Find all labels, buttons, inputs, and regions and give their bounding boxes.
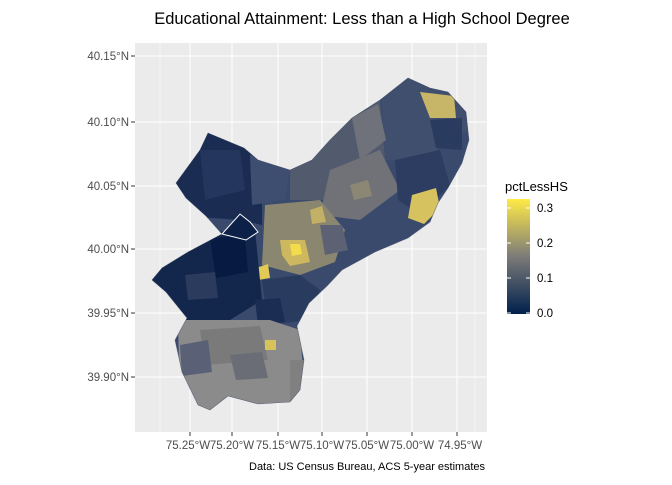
y-axis: 40.15°N 40.10°N 40.05°N 40.00°N 39.95°N …: [87, 51, 135, 384]
tract-region: [255, 298, 285, 326]
x-tick-label: 75.15°W: [256, 440, 300, 452]
tract-region: [290, 244, 302, 256]
x-tick-label: 74.95°W: [438, 440, 482, 452]
tract-region: [352, 104, 386, 160]
tract-region: [210, 236, 248, 278]
legend-label: 0.2: [537, 238, 553, 250]
tract-region: [320, 225, 348, 255]
y-tick-label: 39.90°N: [87, 372, 129, 384]
chart-title: Educational Attainment: Less than a High…: [154, 10, 570, 28]
y-tick-label: 40.10°N: [87, 117, 129, 129]
y-tick-label: 39.95°N: [87, 308, 129, 320]
tract-region: [408, 188, 440, 224]
tract-region: [430, 118, 462, 150]
highlighted-tract: [221, 213, 259, 241]
y-tick-label: 40.15°N: [87, 51, 129, 63]
legend-colorbar: [507, 199, 530, 314]
legend-title: pctLessHS: [505, 179, 568, 194]
tract-region: [265, 340, 276, 350]
legend-label: 0.1: [537, 273, 553, 285]
tract-region: [230, 352, 268, 380]
y-tick-label: 40.00°N: [87, 244, 129, 256]
caption: Data: US Census Bureau, ACS 5-year estim…: [249, 461, 485, 473]
color-legend: pctLessHS 0.3 0.2 0.1 0.0: [505, 179, 568, 320]
tract-region: [250, 155, 290, 205]
tract-region: [420, 92, 456, 118]
tract-region: [180, 340, 212, 376]
y-tick-label: 40.05°N: [87, 181, 129, 193]
x-tick-label: 75.10°W: [300, 440, 344, 452]
city-outline: [151, 77, 470, 411]
tract-region: [185, 272, 218, 300]
tract-region: [310, 206, 326, 224]
legend-label: 0.0: [537, 308, 553, 320]
x-tick-label: 75.20°W: [210, 440, 254, 452]
x-tick-label: 75.25°W: [166, 440, 210, 452]
x-tick-label: 75.05°W: [345, 440, 389, 452]
tract-region: [200, 150, 245, 200]
x-axis: 75.25°W 75.20°W 75.15°W 75.10°W 75.05°W …: [166, 432, 482, 452]
x-tick-label: 75.00°W: [390, 440, 434, 452]
legend-label: 0.3: [537, 203, 553, 215]
tract-region: [350, 180, 372, 200]
